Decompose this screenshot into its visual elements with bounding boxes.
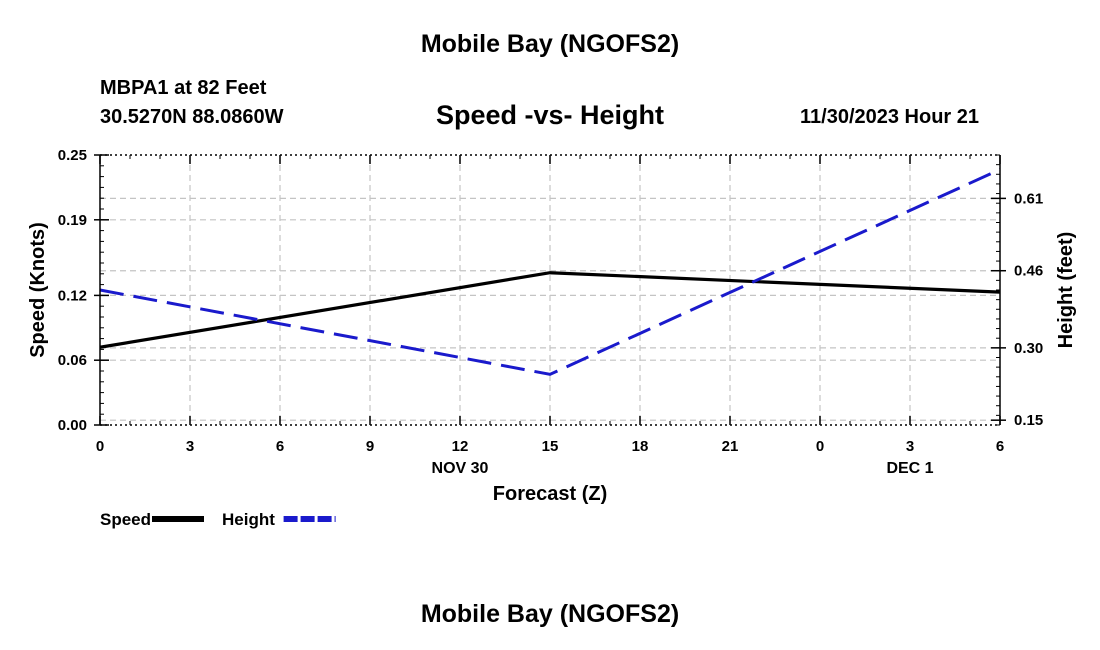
x-tick-label: 18 (632, 438, 649, 455)
x-tick-label: 0 (816, 438, 824, 455)
x-tick-label: 0 (96, 438, 104, 455)
legend-label-speed: Speed (100, 510, 151, 529)
x-tick-label: 6 (996, 438, 1004, 455)
series-lines (99, 168, 1001, 376)
station-coordinates: 30.5270N 88.0860W (100, 106, 284, 128)
chart-title: Speed -vs- Height (435, 100, 665, 130)
grid-lines (100, 155, 1000, 425)
x-tick-label: 6 (276, 438, 284, 455)
series-line-height (99, 168, 1001, 376)
x-tick-label: 9 (366, 438, 374, 455)
legend: Speed Height (100, 510, 336, 529)
y-right-axis-title: Height (feet) (1055, 232, 1077, 349)
date-label: NOV 30 (432, 460, 489, 477)
y-left-tick-label: 0.06 (58, 352, 87, 369)
y-left-tick-label: 0.00 (58, 417, 87, 434)
legend-label-height: Height (222, 510, 275, 529)
x-tick-label: 3 (906, 438, 914, 455)
x-tick-label: 15 (542, 438, 559, 455)
page-title: Mobile Bay (NGOFS2) (420, 30, 680, 58)
footer-title: Mobile Bay (NGOFS2) (420, 600, 680, 628)
forecast-run-time: 11/30/2023 Hour 21 (800, 106, 980, 128)
x-tick-label: 3 (186, 438, 194, 455)
y-right-tick-label: 0.15 (1014, 412, 1043, 429)
y-left-tick-label: 0.25 (58, 147, 87, 164)
x-axis-title: Forecast (Z) (493, 483, 607, 505)
x-tick-label: 21 (722, 438, 739, 455)
y-left-tick-label: 0.12 (58, 287, 87, 304)
axis-labels: 0 3 6 9 12 15 18 21 0 3 6 NOV 30 DEC 1 Forecast (Z) 0.… (27, 147, 1077, 505)
axes (94, 154, 1006, 426)
date-label: DEC 1 (886, 460, 933, 477)
x-tick-label: 12 (452, 438, 469, 455)
y-right-tick-label: 0.46 (1014, 263, 1043, 280)
y-left-tick-label: 0.19 (58, 212, 87, 229)
station-label: MBPA1 at 82 Feet (100, 77, 267, 99)
y-right-tick-label: 0.30 (1014, 340, 1043, 357)
y-left-axis-title: Speed (Knots) (27, 222, 49, 358)
series-line-speed (99, 271, 1001, 349)
y-right-tick-label: 0.61 (1014, 190, 1043, 207)
